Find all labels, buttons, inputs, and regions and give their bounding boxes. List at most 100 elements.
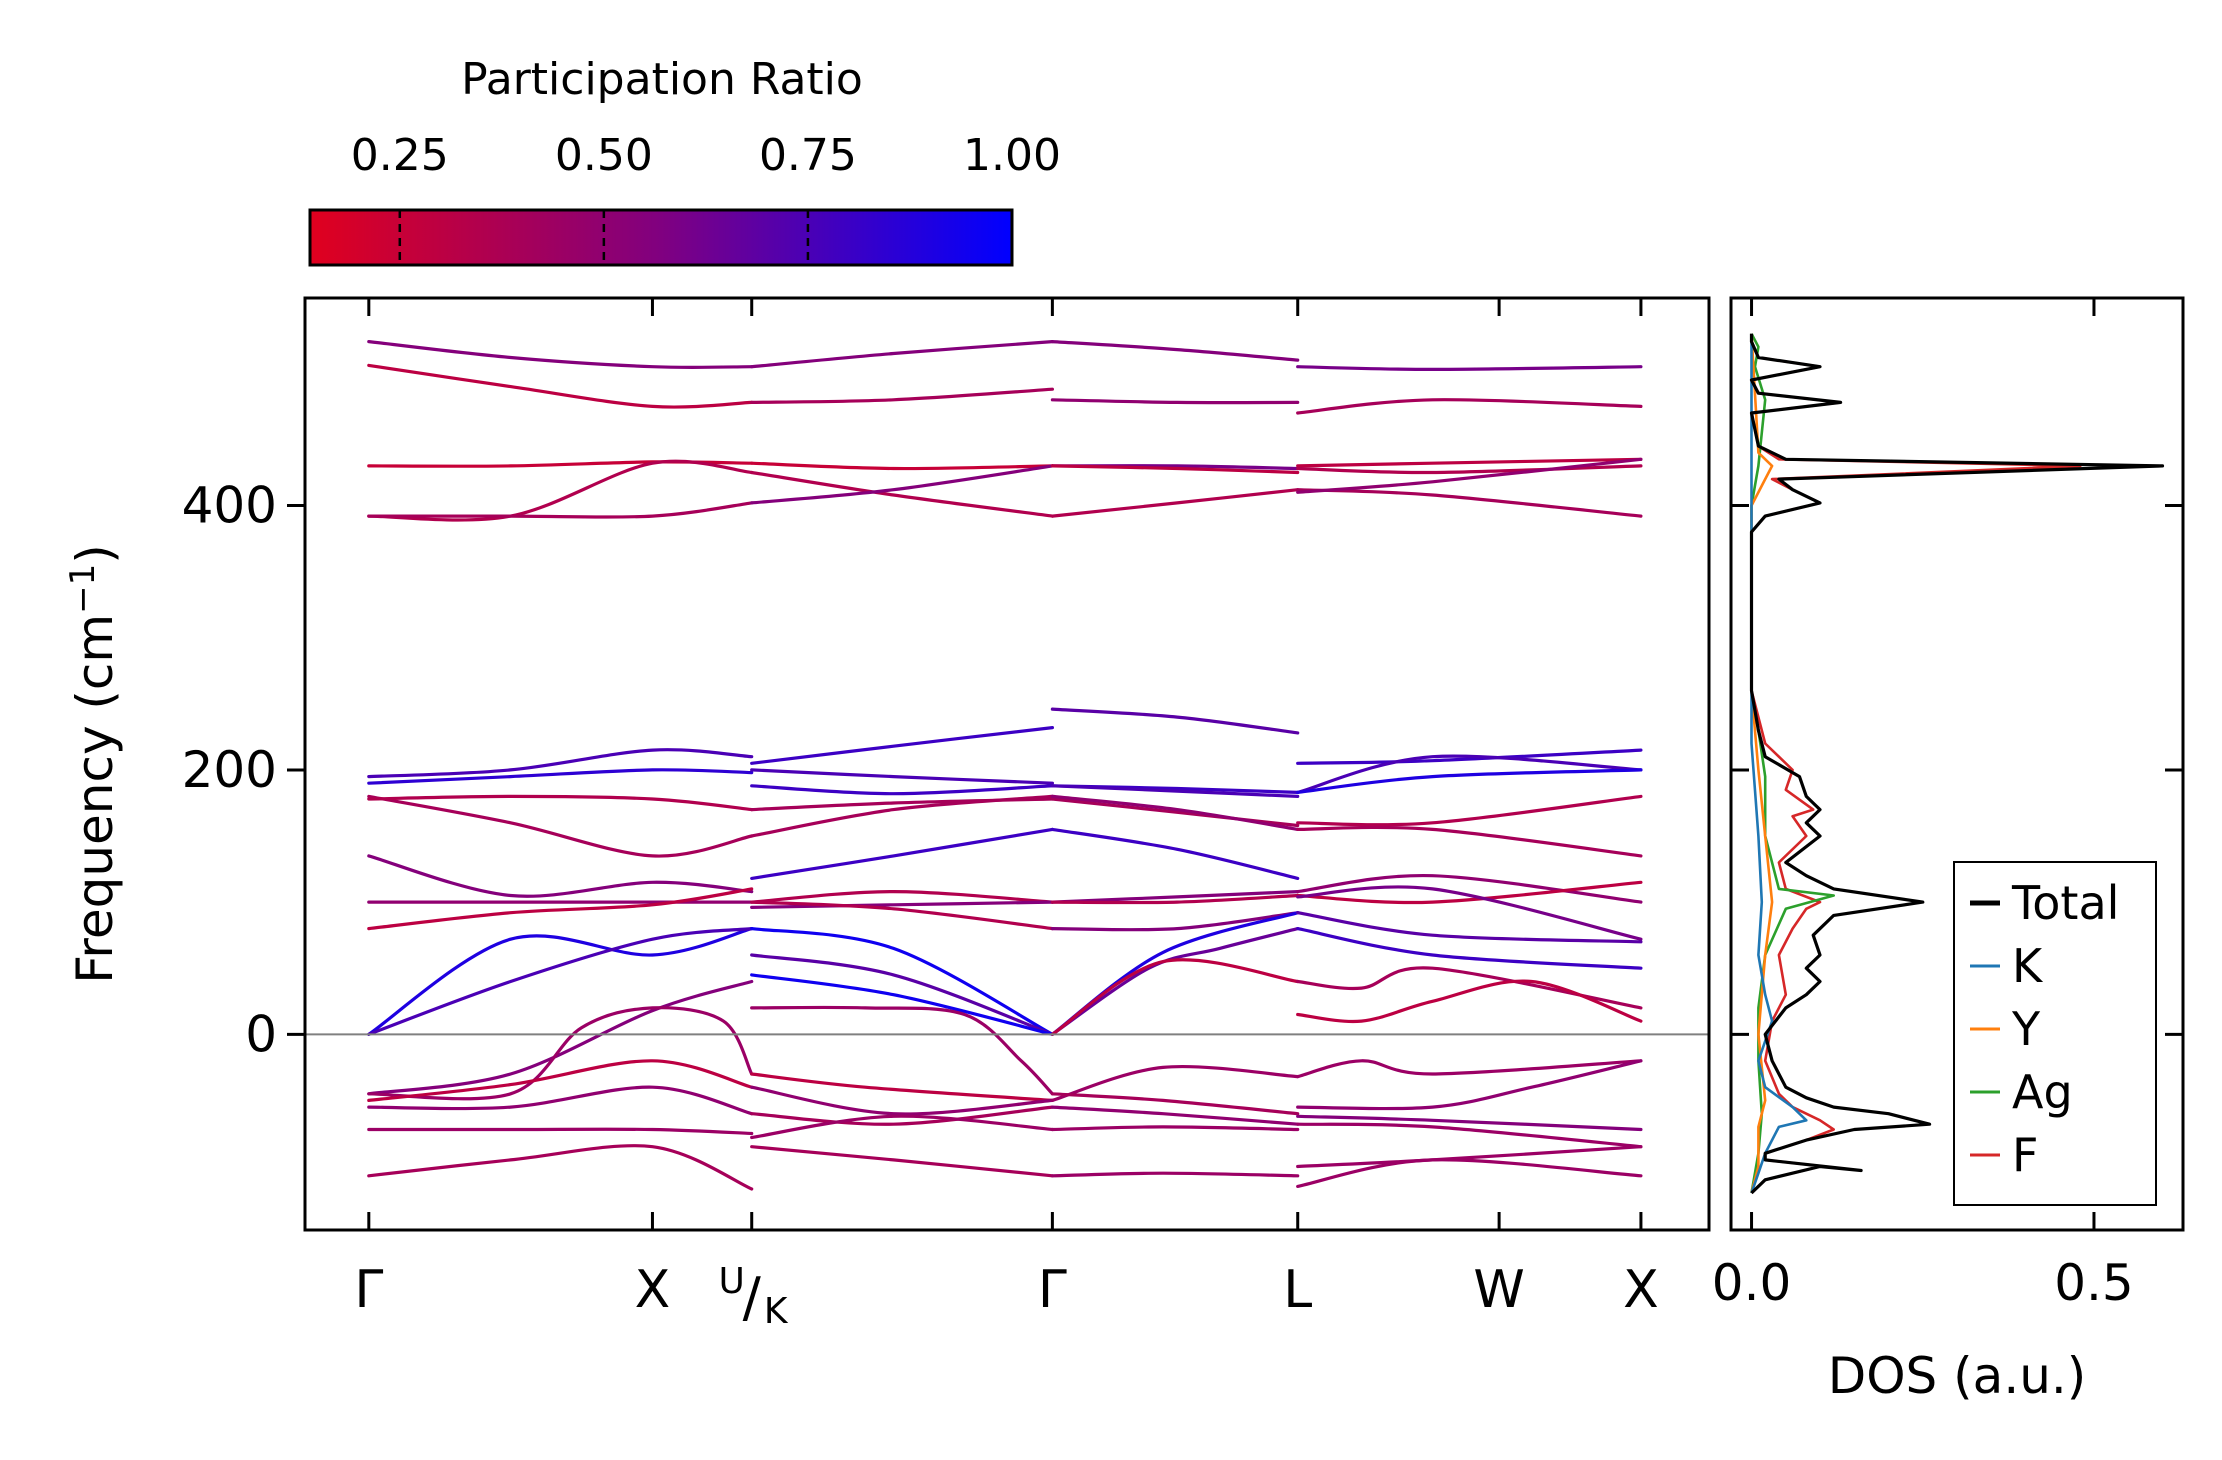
kpoint-label: U [719, 1261, 745, 1302]
phonon-band [1050, 784, 1300, 798]
phonon-band [1050, 1171, 1300, 1178]
phonon-band [750, 784, 1054, 796]
legend-label: K [2012, 939, 2044, 993]
colorbar: Participation Ratio 0.25 0.50 0.75 1.00 [308, 54, 1061, 267]
phonon-band [367, 1059, 754, 1102]
legend-label: Y [2011, 1002, 2041, 1056]
dos-axes-frame [1729, 296, 2185, 1232]
dos-x-tick-label: 0.5 [2054, 1254, 2134, 1312]
phonon-band [750, 900, 1054, 909]
kpoint-label: L [1283, 1260, 1312, 1320]
phonon-band [750, 973, 1054, 1036]
phonon-band [1296, 365, 1643, 372]
phonon-band [750, 464, 1054, 505]
phonon-band [750, 927, 1054, 1036]
ylabel-tail: ) [66, 544, 124, 564]
phonon-band [1050, 340, 1300, 362]
dos-lines [1749, 333, 2165, 1195]
colorbar-tick-label: 1.00 [963, 130, 1061, 181]
dos-legend: Total KY Ag F [1953, 861, 2157, 1206]
colorbar-tick-labels: 0.25 0.50 0.75 1.00 [351, 130, 1061, 181]
phonon-band [750, 1105, 1054, 1126]
colorbar-tick-label: 0.25 [351, 130, 449, 181]
legend-label: Ag [2012, 1065, 2073, 1119]
phonon-band [1296, 1145, 1643, 1169]
band-x-ticks: Γ X U/K Γ L W X [354, 298, 1659, 1332]
phonon-band [1050, 794, 1300, 831]
phonon-band [367, 794, 754, 812]
phonon-band [750, 827, 1054, 880]
phonon-band [1050, 1092, 1300, 1116]
phonon-band [1296, 911, 1643, 944]
phonon-band [367, 1127, 754, 1136]
phonon-band [367, 887, 754, 931]
phonon-band [1296, 488, 1643, 518]
legend-item: Total [1970, 876, 2119, 930]
phonon-band [1296, 825, 1643, 858]
phonon-band [750, 461, 1054, 471]
phonon-band [367, 1085, 754, 1116]
phonon-band [750, 953, 1054, 1036]
kpoint-label-compound: U/K [719, 1261, 789, 1332]
phonon-band [1296, 794, 1643, 827]
phonon-band [1050, 827, 1300, 880]
legend-item: K [1970, 939, 2044, 993]
phonon-band [1050, 1125, 1300, 1132]
phonon-band [1296, 457, 1643, 494]
band-lines [367, 340, 1643, 1191]
phonon-band [750, 1085, 1054, 1116]
phonon-band [1296, 464, 1643, 475]
dos-series-k [1750, 333, 1808, 1194]
phonon-band [1050, 398, 1300, 405]
phonon-band [1296, 398, 1643, 415]
phonon-band [1050, 927, 1300, 1036]
phonon-band [1050, 464, 1300, 475]
dos-panel: 0.0 0.5 DOS (a.u.) Total KY Ag F [1712, 296, 2185, 1405]
phonon-band [750, 470, 1054, 518]
phonon-band [750, 1145, 1054, 1178]
dos-ticks: 0.0 0.5 [1712, 298, 2134, 1312]
phonon-band [1050, 958, 1300, 1036]
phonon-band [750, 900, 1054, 931]
dos-series-ag [1750, 333, 1835, 1194]
y-tick-label: 200 [182, 741, 277, 799]
phonon-band [1050, 893, 1300, 905]
phonon-band [1050, 707, 1300, 735]
phonon-band [750, 797, 1054, 812]
phonon-band [750, 768, 1054, 785]
band-y-ticks: 0 200 400 [182, 477, 2183, 1063]
colorbar-title: Participation Ratio [461, 54, 863, 105]
phonon-band [750, 1072, 1054, 1102]
legend-item: Ag [1970, 1065, 2073, 1119]
dos-series-y [1750, 333, 1774, 1194]
dos-x-axis-label: DOS (a.u.) [1828, 1347, 2087, 1405]
phonon-band [367, 363, 754, 409]
phonon-band [1296, 768, 1643, 794]
phonon-band [1296, 1122, 1643, 1149]
legend-label: F [2012, 1128, 2038, 1182]
phonon-band [1296, 880, 1643, 905]
kpoint-label: W [1473, 1260, 1524, 1320]
dos-series-total [1749, 333, 2165, 1195]
phonon-band [1050, 797, 1300, 828]
phonon-band [1296, 754, 1643, 794]
kpoint-label: Γ [354, 1260, 383, 1320]
ylabel-main: Frequency (cm [66, 614, 124, 984]
colorbar-ticks [398, 210, 810, 265]
kpoint-label: X [1623, 1260, 1659, 1320]
phonon-band [750, 1005, 1054, 1096]
phonon-band [367, 501, 754, 519]
phonon-band [750, 340, 1054, 369]
y-tick-label: 400 [182, 477, 277, 535]
phonon-band [750, 1114, 1054, 1140]
phonon-band [1050, 911, 1300, 932]
phonon-band [1296, 1059, 1643, 1079]
y-tick-label: 0 [245, 1005, 277, 1063]
phonon-band [1296, 885, 1643, 941]
phonon-band [1296, 873, 1643, 904]
phonon-band [1296, 966, 1643, 1010]
phonon-band [367, 927, 754, 1036]
phonon-band [1296, 1059, 1643, 1111]
phonon-band [367, 768, 754, 785]
